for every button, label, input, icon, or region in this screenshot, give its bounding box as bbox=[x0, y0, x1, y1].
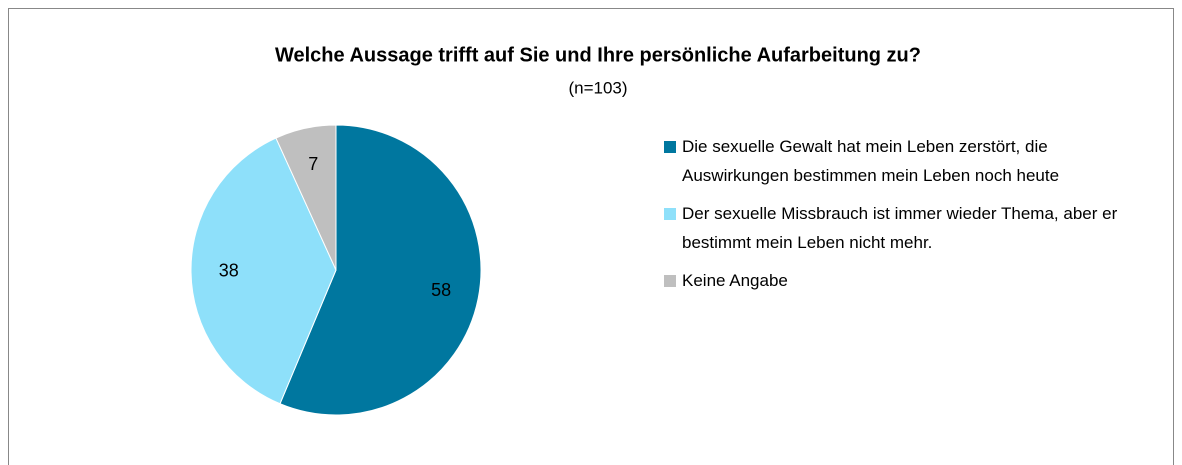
legend-swatch bbox=[664, 275, 676, 287]
data-label: 58 bbox=[431, 280, 451, 300]
chart-title: Welche Aussage trifft auf Sie und Ihre p… bbox=[275, 44, 921, 66]
pie-slice bbox=[279, 124, 482, 416]
legend-label: Der sexuelle Missbrauch ist immer wieder… bbox=[682, 204, 1118, 252]
chart-subtitle: (n=103) bbox=[568, 78, 627, 97]
legend: Die sexuelle Gewalt hat mein Leben zerst… bbox=[664, 132, 1154, 304]
data-label: 38 bbox=[219, 260, 239, 280]
chart-border bbox=[8, 8, 1174, 465]
legend-label: Die sexuelle Gewalt hat mein Leben zerst… bbox=[682, 137, 1060, 185]
legend-swatch bbox=[664, 141, 676, 153]
pie-slice bbox=[190, 137, 337, 405]
legend-item: Die sexuelle Gewalt hat mein Leben zerst… bbox=[664, 132, 1154, 190]
data-label: 7 bbox=[308, 154, 318, 174]
legend-item: Der sexuelle Missbrauch ist immer wieder… bbox=[664, 199, 1154, 257]
pie-slice bbox=[275, 124, 337, 271]
legend-item: Keine Angabe bbox=[664, 266, 1154, 295]
legend-swatch bbox=[664, 208, 676, 220]
legend-label: Keine Angabe bbox=[682, 271, 788, 290]
